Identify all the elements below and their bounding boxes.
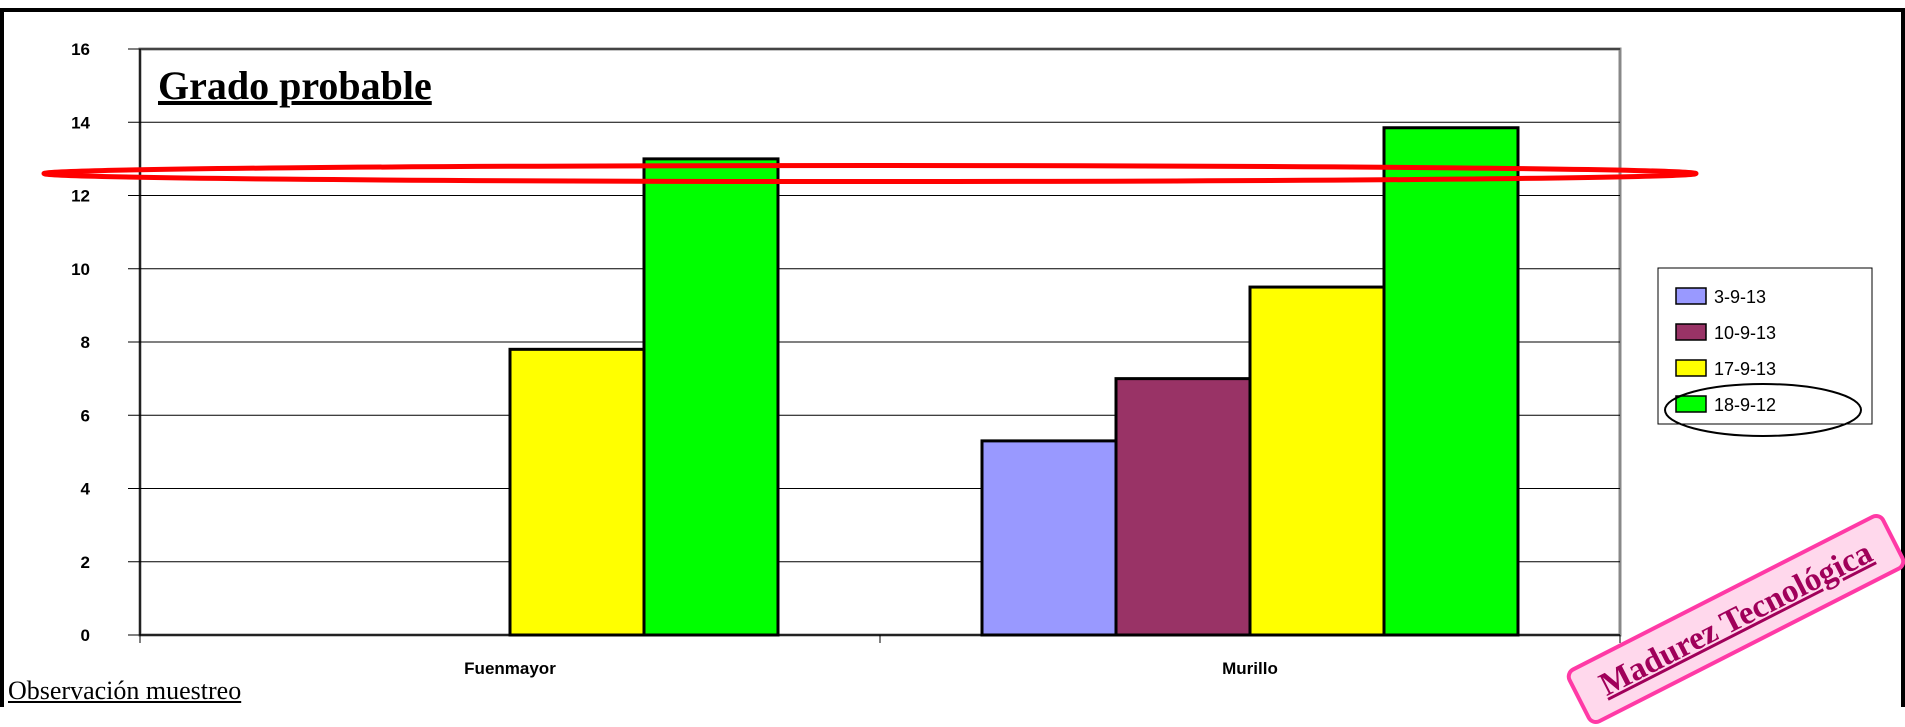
chart-frame [0, 0, 1905, 707]
bar-chart: 0 2 4 6 8 10 12 14 16 Fuenmayor Murillo 3-9-13 10-… [41, 40, 1873, 678]
legend-swatch [1675, 287, 1707, 305]
red-ellipse-highlight [41, 163, 1699, 185]
legend-swatch [1675, 323, 1707, 341]
bars [508, 126, 1520, 637]
bar-17-9-13 [1248, 285, 1386, 637]
y-tick-label: 12 [71, 187, 90, 206]
annotations [41, 163, 1862, 437]
category-labels: Fuenmayor Murillo [464, 659, 1278, 678]
legend-swatch [1675, 359, 1707, 377]
y-tick-labels: 0 2 4 6 8 10 12 14 16 [71, 40, 90, 645]
legend: 3-9-13 10-9-13 17-9-13 18-9-12 [1657, 267, 1873, 425]
y-tick-label: 2 [81, 553, 90, 572]
bar-18-9-12 [1382, 126, 1520, 637]
y-tick-label: 14 [71, 113, 90, 132]
y-tick-label: 0 [81, 626, 90, 645]
legend-label: 18-9-12 [1714, 395, 1776, 415]
legend-label: 3-9-13 [1714, 287, 1766, 307]
legend-label: 10-9-13 [1714, 323, 1776, 343]
category-label: Murillo [1222, 659, 1278, 678]
top-border [0, 0, 1905, 12]
legend-label: 17-9-13 [1714, 359, 1776, 379]
bar-18-9-12 [642, 157, 780, 637]
legend-swatch [1675, 395, 1707, 413]
y-tick-label: 10 [71, 260, 90, 279]
bar-17-9-13 [508, 347, 646, 637]
y-tick-label: 8 [81, 333, 90, 352]
category-label: Fuenmayor [464, 659, 556, 678]
bar-3-9-13 [980, 439, 1118, 637]
chart-title: Grado probable [158, 63, 432, 108]
bar-10-9-13 [1114, 377, 1252, 637]
footer-note[interactable]: Observación muestreo [8, 676, 242, 705]
y-tick-label: 6 [81, 406, 90, 425]
y-tick-label: 16 [71, 40, 90, 59]
legend-highlight-ellipse [1664, 383, 1862, 437]
y-tick-label: 4 [81, 480, 91, 499]
